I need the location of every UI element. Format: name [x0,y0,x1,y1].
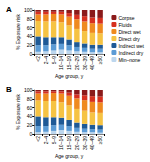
svg-text:60: 60 [27,25,33,31]
svg-text:2–4: 2–4 [43,136,49,145]
svg-text:40–49: 40–49 [89,136,95,150]
svg-text:10–14: 10–14 [58,56,64,70]
svg-text:5–9: 5–9 [51,136,57,145]
svg-text:40–49: 40–49 [89,56,95,70]
svg-text:10–14: 10–14 [58,136,64,150]
svg-text:Indirect dry: Indirect dry [118,50,143,56]
svg-text:80: 80 [27,96,33,102]
svg-text:15–19: 15–19 [66,56,72,70]
svg-text:Corpse: Corpse [118,15,134,21]
svg-text:% Exposure risk: % Exposure risk [15,13,21,50]
svg-text:Age group, y: Age group, y [55,73,84,79]
svg-text:A: A [6,5,12,14]
svg-text:Indirect wet: Indirect wet [118,43,144,49]
svg-text:100: 100 [24,7,33,13]
svg-text:% Exposure risk: % Exposure risk [15,93,21,130]
svg-text:Fluids: Fluids [118,22,132,28]
svg-text:2–4: 2–4 [43,56,49,65]
svg-text:<2: <2 [35,56,41,62]
svg-text:30–39: 30–39 [82,136,88,150]
svg-text:20: 20 [27,42,33,48]
svg-text:5–9: 5–9 [51,56,57,65]
svg-text:30–39: 30–39 [82,56,88,70]
svg-text:B: B [6,85,12,94]
svg-text:20–29: 20–29 [74,136,80,150]
svg-text:Direct wet: Direct wet [118,29,141,35]
svg-text:100: 100 [24,87,33,93]
svg-text:0: 0 [29,51,32,57]
svg-text:60: 60 [27,105,33,111]
svg-text:20–29: 20–29 [74,56,80,70]
svg-text:<2: <2 [35,136,41,142]
svg-text:≥50: ≥50 [97,56,103,65]
svg-text:80: 80 [27,16,33,22]
svg-text:15–19: 15–19 [66,136,72,150]
svg-text:≥50: ≥50 [97,136,103,145]
svg-text:40: 40 [27,113,33,119]
svg-text:Age group, y: Age group, y [55,153,84,159]
svg-text:Min–none: Min–none [118,57,140,63]
svg-text:40: 40 [27,33,33,39]
svg-text:0: 0 [29,131,32,137]
svg-text:Direct dry: Direct dry [118,36,140,42]
svg-text:20: 20 [27,122,33,128]
